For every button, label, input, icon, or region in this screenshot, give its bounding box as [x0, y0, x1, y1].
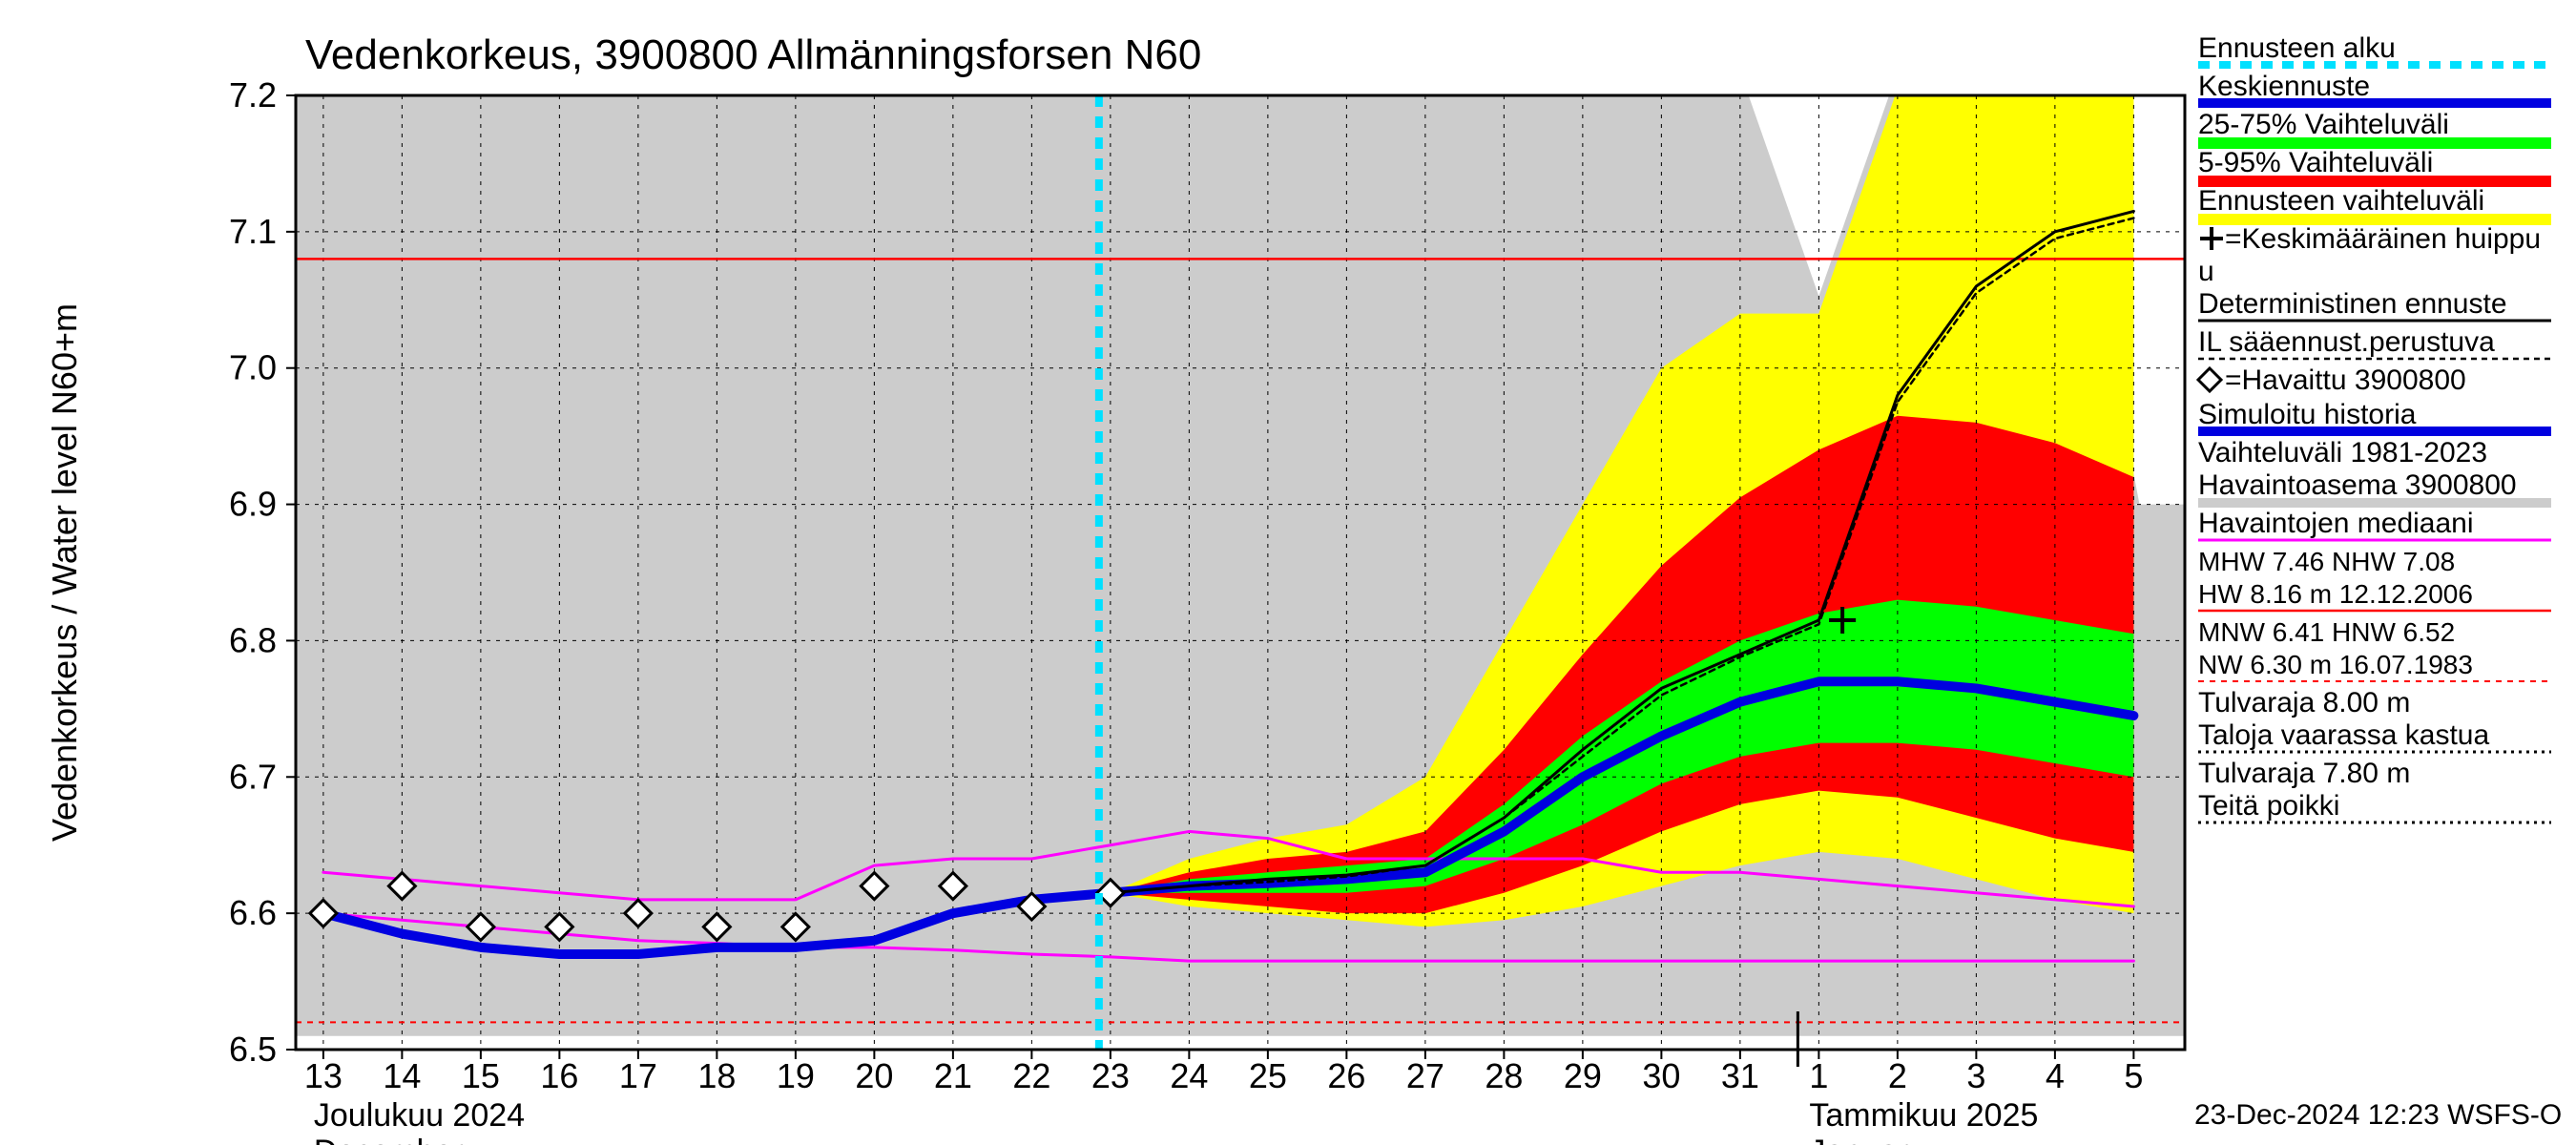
svg-text:=Havaittu 3900800: =Havaittu 3900800	[2225, 364, 2466, 396]
svg-text:Ennusteen alku: Ennusteen alku	[2198, 32, 2396, 64]
svg-text:6.8: 6.8	[229, 620, 277, 659]
svg-text:January: January	[1809, 1134, 1924, 1145]
svg-text:5-95% Vaihteluväli: 5-95% Vaihteluväli	[2198, 147, 2433, 178]
svg-text:Keskiennuste: Keskiennuste	[2198, 71, 2370, 102]
svg-text:15: 15	[462, 1056, 500, 1095]
svg-text:HW 8.16 m 12.12.2006: HW 8.16 m 12.12.2006	[2198, 579, 2473, 609]
svg-text:25: 25	[1249, 1056, 1287, 1095]
svg-text:20: 20	[855, 1056, 893, 1095]
svg-text:28: 28	[1485, 1056, 1523, 1095]
svg-text:17: 17	[619, 1056, 657, 1095]
svg-text:27: 27	[1406, 1056, 1444, 1095]
svg-text:7.1: 7.1	[229, 212, 277, 251]
svg-text:19: 19	[777, 1056, 815, 1095]
svg-text:6.7: 6.7	[229, 757, 277, 796]
chart-container: 6.56.66.76.86.97.07.17.21314151617181920…	[0, 0, 2576, 1145]
svg-text:Ennusteen vaihteluväli: Ennusteen vaihteluväli	[2198, 185, 2484, 217]
svg-text:14: 14	[383, 1056, 421, 1095]
svg-text:4: 4	[2046, 1056, 2065, 1095]
svg-text:26: 26	[1327, 1056, 1365, 1095]
svg-text:Deterministinen ennuste: Deterministinen ennuste	[2198, 288, 2507, 320]
svg-text:IL sääennust.perustuva: IL sääennust.perustuva	[2198, 326, 2495, 358]
svg-text:Havaintoasema 3900800: Havaintoasema 3900800	[2198, 469, 2517, 501]
svg-text:MNW 6.41 HNW 6.52: MNW 6.41 HNW 6.52	[2198, 617, 2455, 647]
svg-text:Tulvaraja 8.00 m: Tulvaraja 8.00 m	[2198, 687, 2410, 718]
svg-text:6.5: 6.5	[229, 1030, 277, 1069]
svg-text:7.2: 7.2	[229, 75, 277, 114]
svg-text:u: u	[2198, 256, 2214, 287]
svg-text:5: 5	[2124, 1056, 2143, 1095]
svg-text:=Keskimääräinen huippu: =Keskimääräinen huippu	[2225, 223, 2541, 255]
svg-text:22: 22	[1012, 1056, 1050, 1095]
svg-text:6.6: 6.6	[229, 893, 277, 932]
svg-text:2: 2	[1888, 1056, 1907, 1095]
svg-text:13: 13	[304, 1056, 343, 1095]
svg-text:7.0: 7.0	[229, 348, 277, 387]
svg-text:Havaintojen mediaani: Havaintojen mediaani	[2198, 508, 2474, 539]
svg-text:Vedenkorkeus / Water level N: Vedenkorkeus / Water level N60+m	[45, 303, 84, 842]
svg-text:29: 29	[1564, 1056, 1602, 1095]
svg-text:Simuloitu historia: Simuloitu historia	[2198, 399, 2417, 430]
svg-text:6.9: 6.9	[229, 485, 277, 524]
water-level-chart-svg: 6.56.66.76.86.97.07.17.21314151617181920…	[0, 0, 2576, 1145]
svg-text:Vedenkorkeus, 3900800 Allmänni: Vedenkorkeus, 3900800 Allmänningsforsen …	[305, 31, 1201, 78]
svg-text:24: 24	[1170, 1056, 1208, 1095]
svg-text:Vaihteluväli 1981-2023: Vaihteluväli 1981-2023	[2198, 437, 2487, 468]
svg-text:30: 30	[1642, 1056, 1680, 1095]
svg-text:Teitä poikki: Teitä poikki	[2198, 790, 2339, 822]
svg-text:MHW 7.46 NHW 7.08: MHW 7.46 NHW 7.08	[2198, 547, 2455, 576]
svg-text:21: 21	[934, 1056, 972, 1095]
svg-text:Taloja vaarassa kastua: Taloja vaarassa kastua	[2198, 719, 2489, 751]
svg-text:18: 18	[697, 1056, 736, 1095]
svg-text:NW 6.30 m 16.07.1983: NW 6.30 m 16.07.1983	[2198, 650, 2473, 679]
svg-text:23-Dec-2024 12:23 WSFS-O: 23-Dec-2024 12:23 WSFS-O	[2194, 1099, 2562, 1131]
svg-text:3: 3	[1966, 1056, 1985, 1095]
svg-text:23: 23	[1091, 1056, 1130, 1095]
svg-text:1: 1	[1809, 1056, 1828, 1095]
svg-text:December: December	[314, 1134, 464, 1145]
svg-text:31: 31	[1721, 1056, 1759, 1095]
svg-text:16: 16	[540, 1056, 578, 1095]
svg-text:Tulvaraja 7.80 m: Tulvaraja 7.80 m	[2198, 758, 2410, 789]
svg-text:Joulukuu 2024: Joulukuu 2024	[314, 1097, 525, 1134]
svg-text:25-75% Vaihteluväli: 25-75% Vaihteluväli	[2198, 109, 2449, 140]
svg-text:Tammikuu 2025: Tammikuu 2025	[1809, 1097, 2038, 1134]
